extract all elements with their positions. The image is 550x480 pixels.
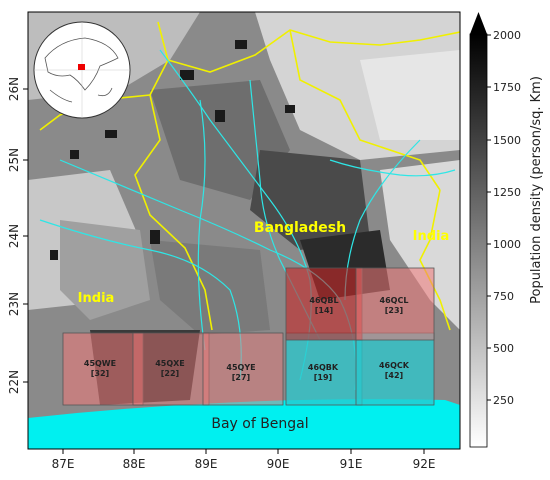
colorbar-label: Population density (person/sq. Km) — [529, 76, 544, 304]
tile-count-label: [42] — [385, 371, 403, 380]
tile-id-label: 46QBK — [308, 363, 339, 372]
map-panel: 45QWE [32] 45QXE [22] 45QYE [27] 46QBK [… — [28, 12, 460, 449]
lon-tick-label: 90E — [267, 457, 290, 471]
colorbar: 250 500 750 1000 1250 1500 1750 2000 Pop… — [469, 12, 544, 448]
tile-id-label: 46QCL — [380, 296, 409, 305]
tile-id-label: 45QWE — [84, 359, 116, 368]
tile-id-label: 46QCK — [379, 361, 410, 370]
colorbar-tick-label: 750 — [493, 290, 514, 303]
density-speckles — [50, 40, 295, 260]
lat-tick-label: 25N — [7, 148, 21, 172]
tile-46QBK — [285, 332, 363, 406]
density-zone — [380, 160, 460, 330]
tile-46QBL — [285, 267, 363, 341]
density-zone — [150, 80, 290, 200]
tile-45QXE — [132, 332, 210, 406]
colorbar-tick-label: 500 — [493, 342, 514, 355]
colorbar-extend-arrow — [470, 12, 487, 34]
tile-46QCK — [355, 332, 435, 406]
tile-id-label: 46QBL — [309, 296, 338, 305]
lon-tick-label: 92E — [413, 457, 436, 471]
lat-tick-label: 24N — [7, 224, 21, 248]
colorbar-tick-label: 250 — [493, 394, 514, 407]
density-zone — [150, 240, 270, 335]
lat-tick-label: 23N — [7, 292, 21, 316]
tile-id-label: 45QYE — [226, 363, 255, 372]
tile-46QCL — [355, 267, 435, 341]
lat-tick-label: 26N — [7, 77, 21, 101]
tile-count-label: [14] — [315, 306, 333, 315]
colorbar-gradient — [469, 33, 488, 448]
lat-axis: 22N 23N 24N 25N 26N — [7, 77, 28, 394]
colorbar-ticks: 250 500 750 1000 1250 1500 1750 2000 — [487, 29, 521, 407]
lon-tick-label: 89E — [195, 457, 218, 471]
tile-labels: 45QWE [32] 45QXE [22] 45QYE [27] 46QBK [… — [84, 296, 410, 382]
tile-rectangles — [62, 267, 435, 406]
tile-count-label: [32] — [91, 369, 109, 378]
tile-count-label: [19] — [314, 373, 332, 382]
tile-count-label: [23] — [385, 306, 403, 315]
tile-45QYE — [202, 332, 284, 406]
colorbar-tick-label: 1500 — [493, 134, 521, 147]
bay-of-bengal-water — [28, 399, 460, 449]
tile-id-label: 45QXE — [155, 359, 185, 368]
colorbar-tick-label: 1000 — [493, 238, 521, 251]
map-frame — [27, 11, 461, 450]
tile-count-label: [22] — [161, 369, 179, 378]
colorbar-tick-label: 1250 — [493, 186, 521, 199]
colorbar-tick-label: 2000 — [493, 29, 521, 42]
label-bay-of-bengal: Bay of Bengal — [211, 416, 308, 432]
label-india-west: India — [78, 291, 115, 306]
density-zone — [250, 150, 370, 250]
density-zone — [360, 50, 460, 140]
tile-count-label: [27] — [232, 373, 250, 382]
label-india-east: India — [413, 229, 450, 244]
lat-tick-label: 22N — [7, 370, 21, 394]
globe-inset — [33, 21, 131, 119]
lon-tick-label: 87E — [52, 457, 75, 471]
lon-tick-label: 91E — [340, 457, 363, 471]
label-bangladesh: Bangladesh — [254, 220, 346, 236]
lon-tick-label: 88E — [123, 457, 146, 471]
study-area-marker — [78, 64, 85, 70]
tile-45QWE — [62, 332, 144, 406]
lon-axis: 87E 88E 89E 90E 91E 92E — [52, 449, 436, 471]
colorbar-tick-label: 1750 — [493, 81, 521, 94]
